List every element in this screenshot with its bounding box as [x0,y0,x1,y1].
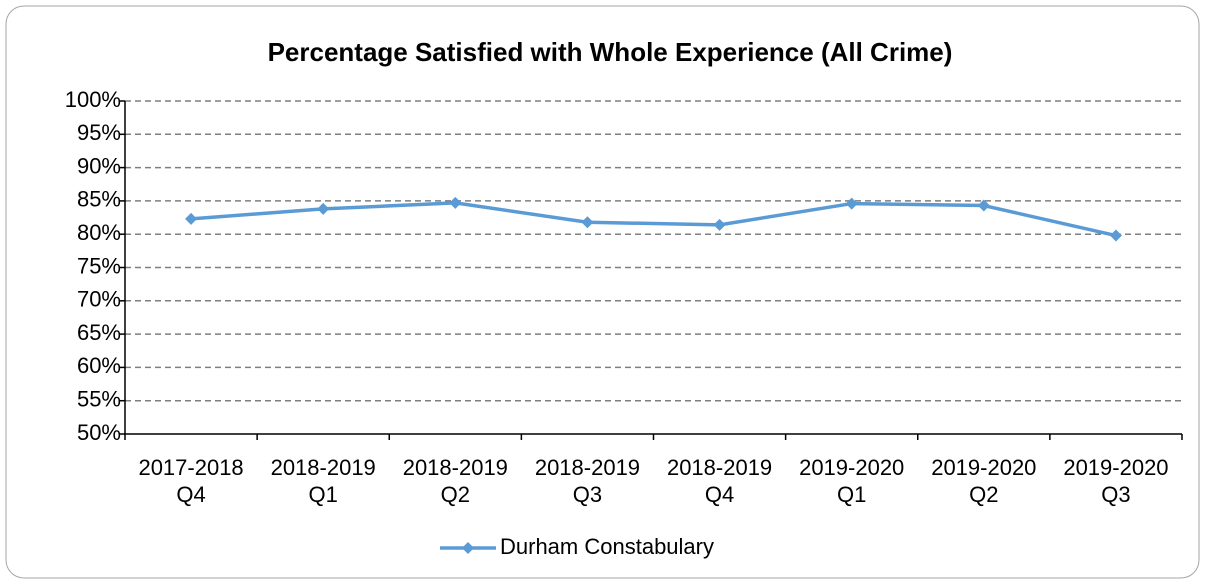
x-tick-label: 2018-2019 Q3 [534,455,641,507]
y-tick-label: 80% [77,220,121,245]
data-point [581,216,594,229]
data-point [977,199,990,212]
legend-marker [462,542,474,554]
y-tick-label: 85% [77,187,121,212]
x-tick-label: 2018-2019 Q2 [402,455,508,507]
y-tick-label: 65% [77,320,121,345]
x-tick-label: 2019-2020 Q2 [931,455,1037,507]
data-point [185,212,198,225]
series-line [190,201,1117,238]
data-point [713,218,726,231]
data-point [845,197,858,210]
y-tick-label: 55% [77,387,121,412]
x-tick-label: 2018-2019 Q4 [666,455,773,507]
data-point [1109,229,1122,242]
chart-title: Percentage Satisfied with Whole Experien… [268,37,953,67]
y-tick-label: 75% [77,253,121,278]
y-tick-label: 100% [65,87,121,112]
legend-label: Durham Constabulary [500,534,714,559]
x-tick-label: 2019-2020 Q1 [799,455,905,507]
y-tick-label: 90% [77,153,121,178]
y-tick-label: 50% [77,420,121,445]
y-tick-label: 60% [77,353,121,378]
data-point [449,196,462,209]
data-point [317,202,330,215]
x-tick-label: 2019-2020 Q3 [1063,455,1169,507]
x-tick-label: 2018-2019 Q1 [270,455,376,507]
x-tick-label: 2017-2018 Q4 [138,455,244,507]
y-tick-label: 70% [77,287,121,312]
y-tick-label: 95% [77,120,121,145]
chart-border [5,5,1200,579]
